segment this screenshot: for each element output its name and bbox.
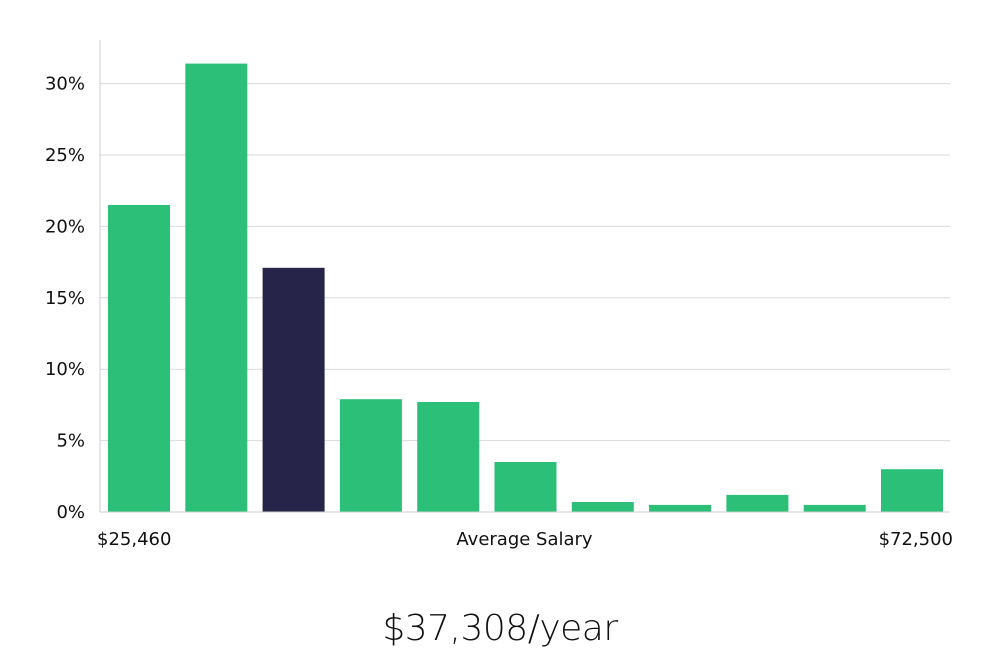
y-tick-label: 10%	[45, 359, 85, 380]
y-tick-label: 25%	[45, 145, 85, 166]
x-axis-min-label: $25,460	[97, 529, 172, 550]
x-axis-max-label: $72,500	[878, 529, 953, 550]
bar	[494, 462, 557, 512]
bar	[803, 504, 866, 512]
salary-histogram: 0% 5% 10% 15% 20% 25% 30%	[45, 40, 950, 523]
bar	[881, 469, 943, 512]
y-tick-label: 20%	[45, 216, 85, 237]
bar	[185, 63, 248, 512]
bar	[649, 504, 712, 512]
bar-highlighted	[262, 267, 325, 512]
bar	[726, 494, 789, 512]
bar	[108, 205, 170, 512]
y-tick-label: 5%	[56, 431, 85, 452]
bar	[417, 402, 480, 512]
y-tick-label: 15%	[45, 288, 85, 309]
bar	[339, 399, 402, 512]
y-tick-label: 30%	[45, 74, 85, 95]
y-axis-ticks: 0% 5% 10% 15% 20% 25% 30%	[45, 74, 85, 523]
y-tick-label: 0%	[56, 502, 85, 523]
average-salary-value: $37,308/year	[382, 608, 618, 649]
bar	[571, 502, 634, 512]
bars	[108, 63, 943, 512]
x-axis-title: Average Salary	[456, 529, 593, 550]
